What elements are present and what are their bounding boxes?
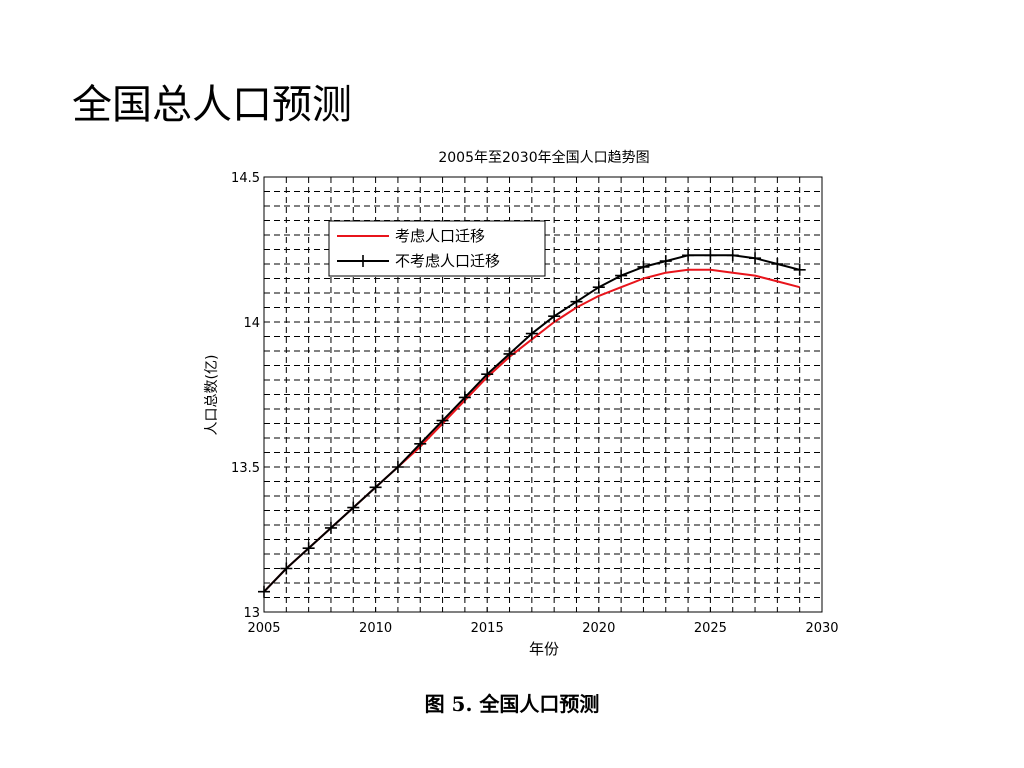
data-point (726, 249, 739, 262)
legend-box (328, 220, 546, 277)
data-point (414, 437, 427, 450)
y-tick-label: 13.5 (231, 461, 260, 476)
legend-marker (357, 255, 369, 267)
data-point (771, 258, 784, 270)
slide-title: 全国总人口预测 (72, 82, 352, 128)
data-point (324, 521, 337, 534)
x-tick-label: 2005 (247, 621, 280, 636)
data-point (347, 501, 360, 514)
figure-caption: 图 5. 全国人口预测 (424, 692, 600, 716)
x-tick-label: 2010 (359, 621, 392, 636)
y-tick-label: 14 (243, 316, 260, 331)
legend-label: 考虑人口迁移 (395, 227, 485, 245)
chart-title: 2005年至2030年全国人口趋势图 (438, 149, 649, 166)
tick-layer: 2005 2010 2015 2020 2025 2030 13 13.5 14 14.5 (231, 171, 839, 636)
y-axis-label: 人口总数(亿) (204, 355, 220, 436)
plot-frame (263, 176, 823, 613)
data-point (280, 562, 293, 575)
data-point (704, 249, 717, 262)
legend-label: 不考虑人口迁移 (395, 252, 500, 270)
data-point (570, 295, 583, 308)
data-point (548, 310, 561, 323)
x-axis-label: 年份 (529, 640, 559, 658)
data-point (436, 414, 449, 427)
data-point (258, 585, 270, 598)
data-point (793, 263, 806, 276)
y-tick-label: 14.5 (231, 171, 260, 186)
data-point (369, 481, 382, 494)
data-point (749, 252, 762, 265)
data-point (592, 281, 605, 294)
data-point (659, 255, 672, 268)
data-point (682, 249, 695, 262)
data-point (503, 347, 516, 360)
data-point (637, 260, 650, 273)
series-layer (258, 249, 806, 598)
x-tick-label: 2015 (471, 621, 504, 636)
data-point (302, 542, 315, 555)
y-tick-label: 13 (243, 606, 260, 621)
data-point (481, 368, 494, 381)
data-point (391, 461, 404, 473)
x-tick-label: 2020 (582, 621, 615, 636)
data-point (615, 269, 628, 282)
data-point (458, 391, 471, 404)
x-tick-label: 2025 (694, 621, 727, 636)
data-point (525, 327, 538, 340)
x-tick-label: 2030 (805, 621, 838, 636)
